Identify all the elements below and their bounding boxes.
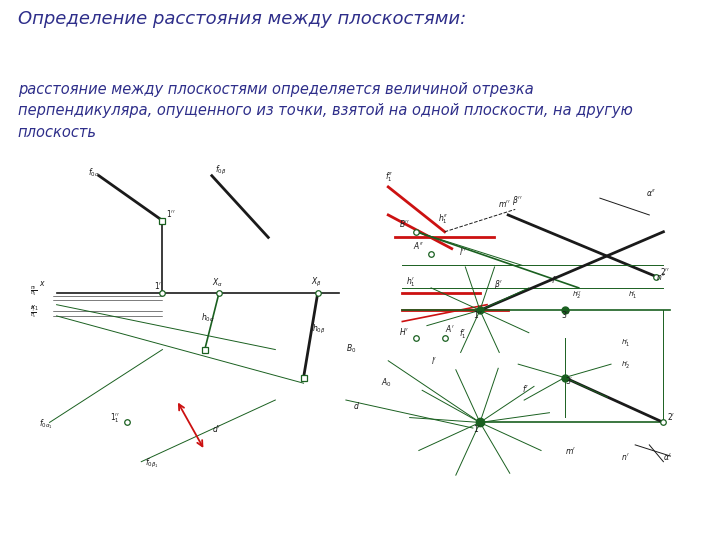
Text: $f_1'$: $f_1'$: [459, 328, 467, 341]
Text: $2'$: $2'$: [667, 411, 675, 422]
Text: $1''$: $1''$: [473, 309, 482, 320]
Text: $h_1''$: $h_1''$: [438, 213, 448, 226]
Text: $n''$: $n''$: [657, 271, 667, 282]
Text: $h_1'$: $h_1'$: [628, 290, 637, 302]
Text: $1'$: $1'$: [154, 280, 162, 291]
Text: $x_1$: $x_1$: [30, 304, 39, 313]
Text: $\beta'$: $\beta'$: [494, 278, 503, 291]
Text: $f_{0\alpha}$: $f_{0\alpha}$: [89, 166, 100, 179]
Text: $f''$: $f''$: [551, 274, 559, 285]
Text: $h_2''$: $h_2''$: [572, 290, 581, 302]
Text: $\alpha''$: $\alpha''$: [646, 187, 656, 198]
Text: $l'$: $l'$: [431, 355, 437, 366]
Text: $B''$: $B''$: [399, 218, 410, 229]
Text: $3''$: $3''$: [561, 309, 571, 320]
Text: $\alpha'$: $\alpha'$: [663, 451, 672, 462]
Text: $m''$: $m''$: [498, 198, 510, 210]
Text: $\frac{\pi_2}{\pi_1}$: $\frac{\pi_2}{\pi_1}$: [30, 284, 37, 298]
Text: $h_2'$: $h_2'$: [621, 360, 630, 372]
Text: $1'$: $1'$: [473, 423, 481, 434]
Text: $h_1'$: $h_1'$: [621, 338, 630, 349]
Text: $f_{0\beta_1}$: $f_{0\beta_1}$: [145, 457, 158, 470]
Text: $n'$: $n'$: [621, 451, 630, 462]
Text: $3'$: $3'$: [564, 375, 573, 386]
Text: $h_1'$: $h_1'$: [406, 275, 415, 289]
Text: $B_0$: $B_0$: [346, 343, 356, 355]
Text: $f_{0\alpha_1}$: $f_{0\alpha_1}$: [39, 417, 53, 431]
Text: $f_1''$: $f_1''$: [384, 171, 393, 184]
Text: $H'$: $H'$: [399, 326, 409, 337]
Text: $X_{\beta}$: $X_{\beta}$: [310, 276, 321, 289]
Text: $f'$: $f'$: [522, 383, 529, 394]
Text: $d'$: $d'$: [212, 423, 221, 434]
Text: $\beta''$: $\beta''$: [512, 193, 522, 206]
Text: $d$: $d$: [353, 400, 360, 411]
Text: $x$: $x$: [39, 279, 46, 288]
Text: $\frac{\pi_j}{\pi_s}$: $\frac{\pi_j}{\pi_s}$: [30, 306, 37, 320]
Text: $A'$: $A'$: [445, 323, 454, 334]
Text: $2''$: $2''$: [660, 266, 670, 276]
Text: $X_{\alpha}$: $X_{\alpha}$: [212, 276, 223, 289]
Text: $h_{0\beta}$: $h_{0\beta}$: [312, 322, 325, 335]
Text: $A''$: $A''$: [413, 240, 424, 252]
Text: $l''$: $l''$: [459, 246, 467, 257]
Text: $A_0$: $A_0$: [381, 376, 392, 389]
Text: $f_{0\beta}$: $f_{0\beta}$: [215, 164, 227, 177]
Text: $m'$: $m'$: [564, 445, 576, 456]
Text: расстояние между плоскостями определяется величиной отрезка
перпендикуляра, опущ: расстояние между плоскостями определяетс…: [18, 82, 633, 140]
Text: $h_{0\alpha}$: $h_{0\alpha}$: [201, 312, 215, 325]
Text: $1_1''$: $1_1''$: [109, 411, 120, 426]
Text: $1''$: $1''$: [166, 208, 176, 219]
Text: Определение расстояния между плоскостями:: Определение расстояния между плоскостями…: [18, 10, 466, 28]
